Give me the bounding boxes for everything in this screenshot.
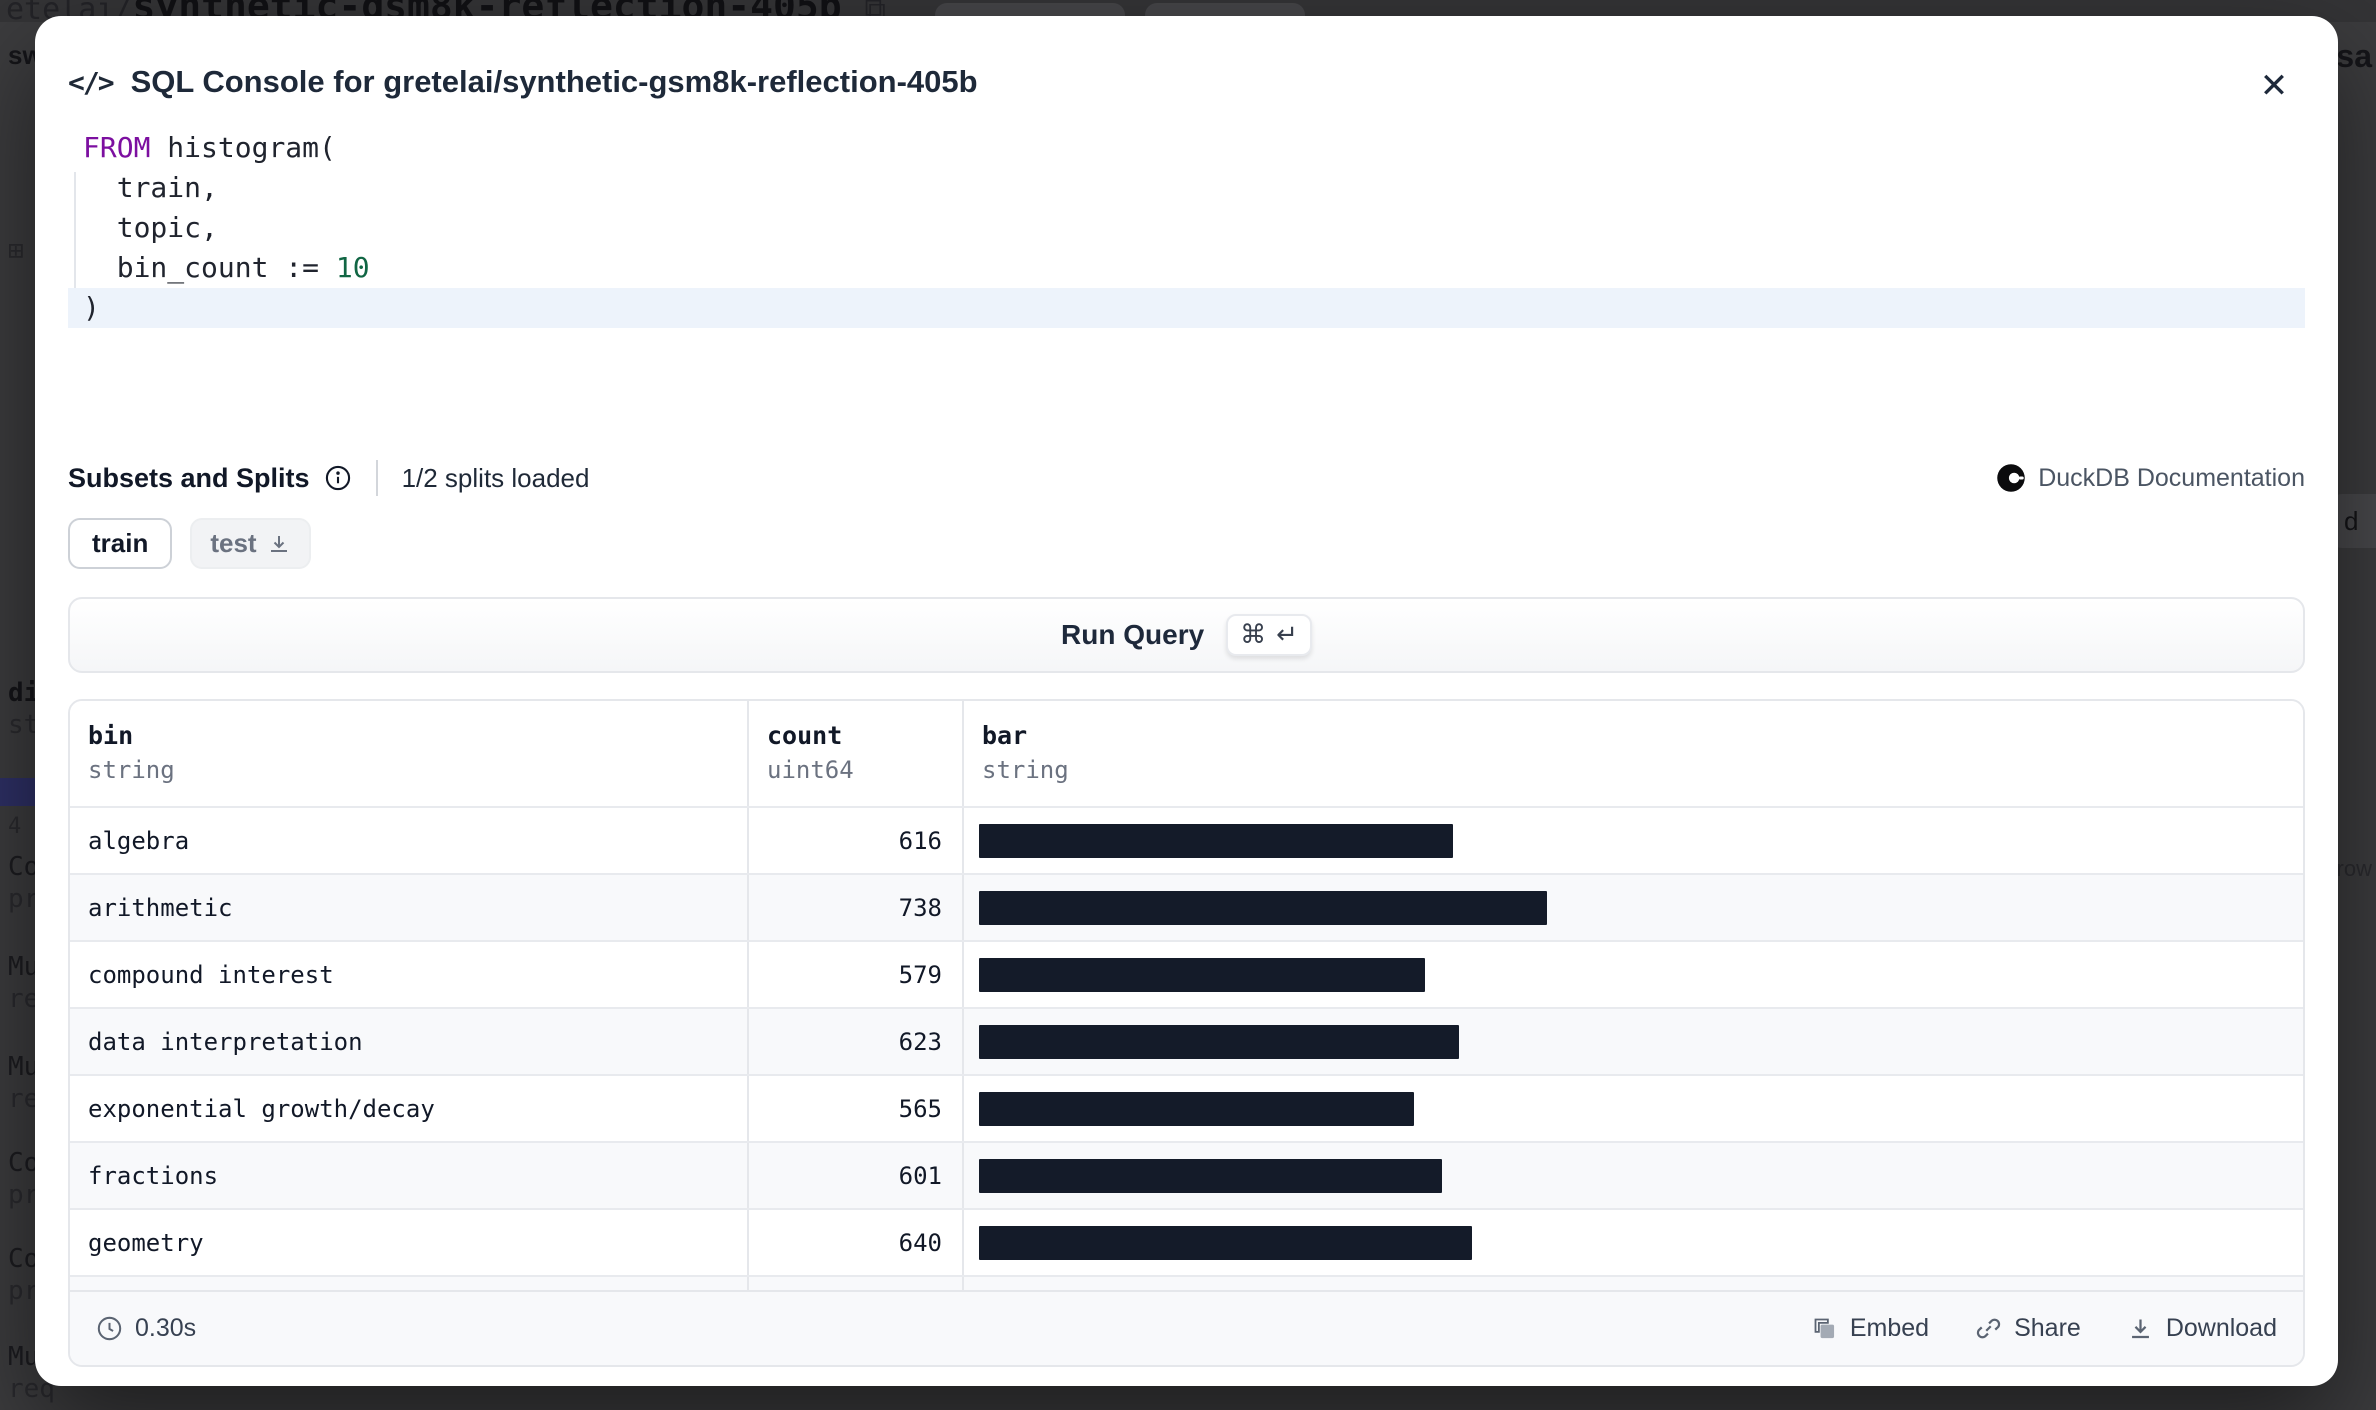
histogram-bar	[979, 1091, 1414, 1126]
cmd-key-icon: ⌘	[1240, 620, 1267, 650]
code-line: FROM histogram(	[83, 131, 336, 164]
histogram-bar	[979, 957, 1425, 992]
histogram-bar	[979, 1225, 1472, 1260]
code-line: bin_count := 10	[83, 251, 370, 284]
table-row[interactable]: geometry 640	[70, 1208, 2303, 1275]
code-line: train,	[83, 171, 218, 204]
sql-editor[interactable]: FROM histogram( train, topic, bin_count …	[68, 128, 2305, 328]
code-icon: </>	[68, 65, 115, 99]
table-row[interactable]: arithmetic 738	[70, 873, 2303, 940]
subsets-heading: Subsets and Splits	[68, 462, 310, 493]
share-link-icon	[1976, 1318, 2001, 1339]
embed-button[interactable]: Embed	[1811, 1314, 1929, 1343]
table-row[interactable]: algebra 616	[70, 806, 2303, 873]
column-header-bar[interactable]: bar	[982, 721, 1028, 750]
share-button[interactable]: Share	[1975, 1314, 2081, 1343]
column-type-bar: string	[982, 756, 1069, 784]
sql-console-modal: </> SQL Console for gretelai/synthetic-g…	[35, 16, 2338, 1386]
table-row[interactable]: compound interest 579	[70, 940, 2303, 1007]
indent-guide	[74, 172, 76, 300]
editor-empty-area[interactable]	[68, 328, 2305, 460]
footer-actions: Embed Share Download	[1811, 1314, 2277, 1343]
table-row[interactable]: exponential growth/decay 565	[70, 1074, 2303, 1141]
background-text-fragment: row	[2336, 856, 2372, 881]
duckdb-logo-icon	[1997, 464, 2025, 492]
background-selected-row	[0, 778, 35, 806]
duckdb-documentation-link[interactable]: DuckDB Documentation	[1996, 463, 2305, 493]
column-header-count[interactable]: count	[767, 721, 843, 750]
download-icon	[2131, 1319, 2149, 1339]
keyboard-shortcut-badge: ⌘ ↵	[1226, 614, 1312, 656]
splits-loaded-status: 1/2 splits loaded	[401, 462, 590, 493]
run-query-button[interactable]: Run Query ⌘ ↵	[68, 597, 2305, 673]
query-duration: 0.30s	[96, 1314, 196, 1343]
enter-key-icon: ↵	[1276, 620, 1298, 650]
results-footer: 0.30s Embed Share Download	[70, 1290, 2303, 1365]
code-line-active: )	[68, 288, 2305, 328]
results-table-container: bin string count uint64 bar string algeb…	[68, 699, 2305, 1367]
histogram-bar	[979, 1024, 1459, 1059]
embed-icon	[1814, 1318, 1834, 1339]
table-row[interactable]: fractions 601	[70, 1141, 2303, 1208]
modal-title: SQL Console for gretelai/synthetic-gsm8k…	[130, 64, 978, 99]
splits-row: train test	[68, 518, 2305, 569]
split-tab-test[interactable]: test	[190, 518, 311, 569]
download-button[interactable]: Download	[2127, 1314, 2277, 1343]
column-header-bin[interactable]: bin	[88, 721, 134, 750]
clock-icon	[97, 1316, 122, 1341]
column-type-count: uint64	[767, 756, 854, 784]
info-icon[interactable]	[324, 464, 352, 492]
download-split-icon	[270, 535, 287, 552]
close-icon[interactable]: ✕	[2250, 62, 2298, 110]
split-tab-train[interactable]: train	[68, 518, 173, 569]
modal-header: </> SQL Console for gretelai/synthetic-g…	[68, 16, 2305, 100]
divider	[375, 460, 378, 496]
subsets-and-splits-row: Subsets and Splits 1/2 splits loaded Duc…	[68, 460, 2305, 496]
histogram-bar	[979, 890, 1547, 925]
column-type-bin: string	[88, 756, 175, 784]
histogram-bar	[979, 823, 1453, 858]
table-row[interactable]: data interpretation 623	[70, 1007, 2303, 1074]
results-table-header: bin string count uint64 bar string	[70, 701, 2303, 806]
histogram-bar	[979, 1158, 1442, 1193]
code-line: topic,	[83, 211, 218, 244]
